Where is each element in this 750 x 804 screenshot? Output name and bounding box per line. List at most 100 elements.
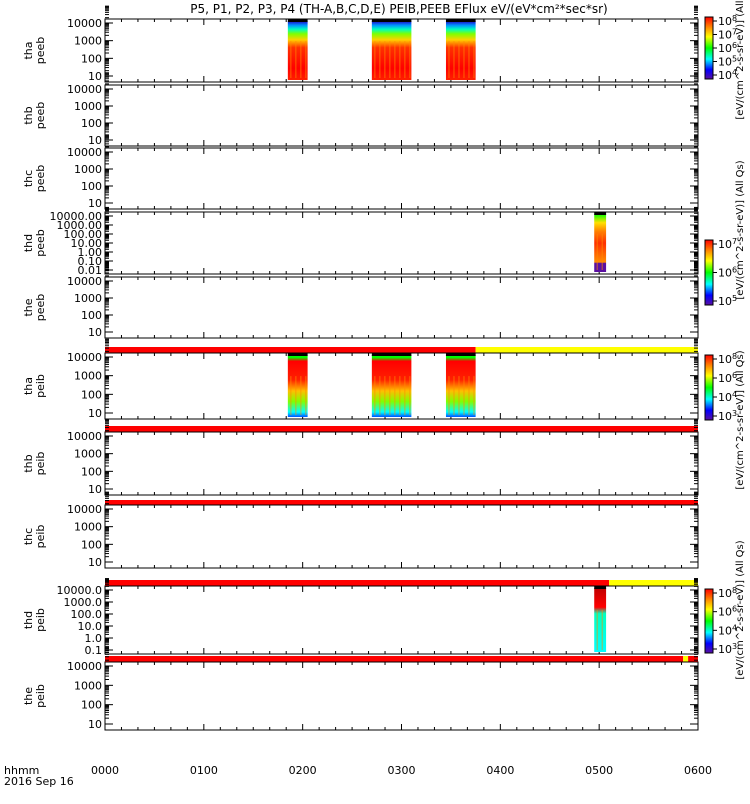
y-tick-label: 100 [81, 465, 102, 478]
y-tick-label: 10 [88, 556, 102, 569]
panel-label-line2: peib [34, 452, 47, 476]
panel-label-line1: thb [22, 106, 35, 124]
y-tick-label: 10 [88, 407, 102, 420]
panel-label-line2: peeb [34, 165, 47, 193]
y-tick-label: 1000 [74, 100, 102, 113]
y-tick-label: 10 [88, 718, 102, 731]
panel-label-line1: thd [22, 234, 35, 252]
mode-bar-thc [105, 500, 698, 506]
colorbar-cb4 [704, 588, 714, 654]
colorbar-title-text: [eV/(cm^2-s-sr-eV)] (All Qs) [735, 0, 746, 120]
y-tick-label: 10000 [67, 351, 102, 364]
panel-label: the peib [22, 684, 47, 708]
panel-label: thd peib [22, 608, 47, 632]
panel-frame [104, 661, 699, 731]
panel-label-line1: the [22, 298, 35, 316]
mode-bar-the [105, 656, 684, 662]
mode-bar-the [688, 656, 698, 662]
mode-bar-thd [105, 580, 610, 586]
spectrogram-cap [594, 586, 607, 589]
colorbar-title: [eV/(cm^2-s-sr-eV)] (All Qs) [735, 540, 746, 679]
y-tick-label: 1000 [74, 370, 102, 383]
spectrogram-block [445, 355, 476, 417]
panel-frame [104, 211, 699, 275]
x-tick-label: 0500 [585, 764, 613, 777]
spectrogram-block [594, 214, 607, 272]
panel-frame [104, 431, 699, 496]
panel-label-line2: peib [34, 525, 47, 549]
y-tick-label: 10.0 [78, 620, 103, 633]
spectrogram-cap [371, 19, 412, 22]
y-tick-label: 10000 [67, 275, 102, 288]
y-tick-label: 10 [88, 483, 102, 496]
panel-label-line1: tha [22, 377, 35, 395]
panel-label-line2: peeb [34, 294, 47, 322]
spectrogram-block [287, 355, 308, 417]
panel-label-line2: peib [34, 684, 47, 708]
panel-label: thb peeb [22, 102, 47, 130]
y-tick-label: 100.00 [64, 228, 103, 241]
panel-label: tha peib [22, 374, 47, 398]
colorbar-cb2 [704, 239, 714, 306]
panel-label-line2: peeb [34, 37, 47, 65]
colorbar-title: [eV/(cm^2-s-sr-eV)] (All Qs) [735, 160, 746, 299]
panel-label: tha peeb [22, 37, 47, 65]
y-tick-label: 10000 [67, 430, 102, 443]
colorbar-cb1 [704, 16, 714, 80]
y-tick-label: 10.00 [71, 237, 103, 250]
y-tick-label: 1000 [74, 448, 102, 461]
y-tick-label: 10 [88, 70, 102, 83]
x-tick-label: 0200 [289, 764, 317, 777]
y-tick-label: 10 [88, 197, 102, 210]
y-tick-label: 100 [81, 52, 102, 65]
panel-label-line1: tha [22, 41, 35, 59]
y-tick-label: 0.1 [85, 644, 103, 657]
y-tick-label: 10000 [67, 146, 102, 159]
colorbar-title-text: [eV/(cm^2-s-sr-eV)] (All Qs) [735, 160, 746, 299]
panel-frame [104, 276, 699, 339]
y-tick-label: 100 [81, 538, 102, 551]
panel-label: thc peeb [22, 165, 47, 193]
mode-bar-tha [105, 347, 476, 353]
panel-label-line1: thc [22, 528, 35, 545]
panel-label-line2: peib [34, 374, 47, 398]
y-tick-label: 1000 [74, 679, 102, 692]
x-tick-label: 0100 [190, 764, 218, 777]
y-tick-label: 1000 [74, 35, 102, 48]
spectrogram-block [594, 588, 607, 652]
plot-title: P5, P1, P2, P3, P4 (TH-A,B,C,D,E) PEIB,P… [190, 2, 607, 16]
panel-frame [104, 84, 699, 147]
spectrogram-cap [287, 353, 308, 356]
y-tick-label: 100 [81, 309, 102, 322]
y-tick-label: 0.01 [78, 264, 103, 277]
mode-bar-thd [609, 580, 698, 586]
y-tick-label: 100 [81, 388, 102, 401]
panel-label-line1: thb [22, 454, 35, 472]
y-tick-label: 100 [81, 180, 102, 193]
panel-label: thd peeb [22, 229, 47, 257]
x-tick-label: 0300 [388, 764, 416, 777]
mode-bar-thb [105, 426, 698, 432]
y-tick-label: 100 [81, 117, 102, 130]
x-axis-format-label: hhmm [4, 764, 39, 777]
spectrogram-cap [445, 19, 476, 22]
y-tick-label: 10000.0 [57, 584, 103, 597]
spectrogram-block [371, 355, 412, 417]
y-tick-label: 10 [88, 326, 102, 339]
spectrogram-cap [371, 353, 412, 356]
colorbar-cb3 [704, 354, 714, 421]
y-tick-label: 1000 [74, 521, 102, 534]
panel-label-line1: the [22, 687, 35, 705]
y-tick-label: 10000.00 [50, 210, 103, 223]
y-tick-label: 1000.00 [57, 219, 103, 232]
panel-label: thc peib [22, 525, 47, 549]
y-tick-label: 10000 [67, 83, 102, 96]
y-tick-label: 10000 [67, 17, 102, 30]
y-tick-label: 1000 [74, 292, 102, 305]
date-label: 2016 Sep 16 [4, 775, 74, 788]
colorbar-title-text: [eV/(cm^2-s-sr-eV)] (All Qs) [735, 350, 746, 489]
y-tick-label: 1000 [74, 163, 102, 176]
